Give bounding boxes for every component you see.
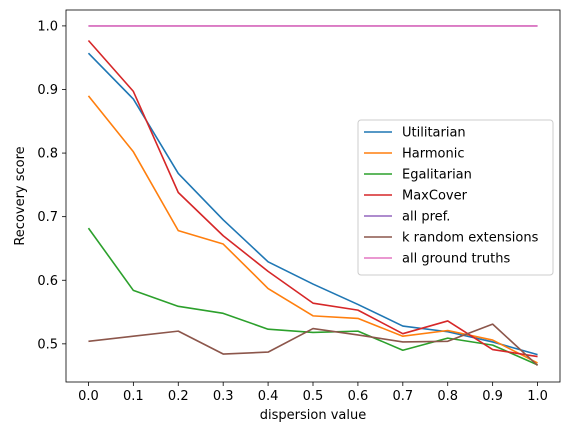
x-axis-label: dispersion value <box>260 408 366 423</box>
legend-label: Utilitarian <box>402 126 466 141</box>
legend-label: all ground truths <box>402 252 510 267</box>
x-tick-label: 0.8 <box>437 389 458 404</box>
x-tick-label: 1.0 <box>527 389 548 404</box>
y-tick-label: 0.5 <box>37 337 58 352</box>
series-line-harmonic <box>87 95 538 364</box>
x-tick-label: 0.9 <box>482 389 503 404</box>
y-axis: 0.5 0.6 0.7 0.8 0.9 1.0 <box>37 19 66 352</box>
x-tick-label: 0.4 <box>258 389 279 404</box>
legend: Utilitarian Harmonic Egalitarian MaxCover al… <box>357 119 554 276</box>
legend-label: MaxCover <box>402 189 468 204</box>
y-tick-label: 1.0 <box>37 19 58 34</box>
y-tick-label: 0.8 <box>37 147 58 162</box>
x-tick-label: 0.7 <box>392 389 413 404</box>
y-axis-label: Recovery score <box>13 146 28 245</box>
legend-label: Egalitarian <box>402 168 472 183</box>
x-axis: 0.0 0.1 0.2 0.3 0.4 0.5 0.6 0.7 0.8 0.9 1.0 <box>78 382 548 404</box>
legend-box <box>357 119 554 276</box>
plot-lines <box>87 25 539 367</box>
x-tick-label: 0.0 <box>78 389 99 404</box>
y-tick-label: 0.9 <box>37 83 58 98</box>
series-line-k-random-extensions <box>88 323 539 367</box>
x-tick-label: 0.3 <box>213 389 234 404</box>
legend-label: Harmonic <box>402 147 464 162</box>
series-line-egalitarian <box>87 227 538 366</box>
y-tick-label: 0.7 <box>37 210 58 225</box>
series-line-maxcover <box>87 39 538 358</box>
x-tick-label: 0.6 <box>348 389 369 404</box>
x-tick-label: 0.2 <box>168 389 189 404</box>
y-tick-label: 0.6 <box>37 274 58 289</box>
legend-label: all pref. <box>402 210 450 225</box>
x-tick-label: 0.5 <box>303 389 324 404</box>
legend-label: k random extensions <box>402 231 539 246</box>
x-tick-label: 0.1 <box>123 389 144 404</box>
